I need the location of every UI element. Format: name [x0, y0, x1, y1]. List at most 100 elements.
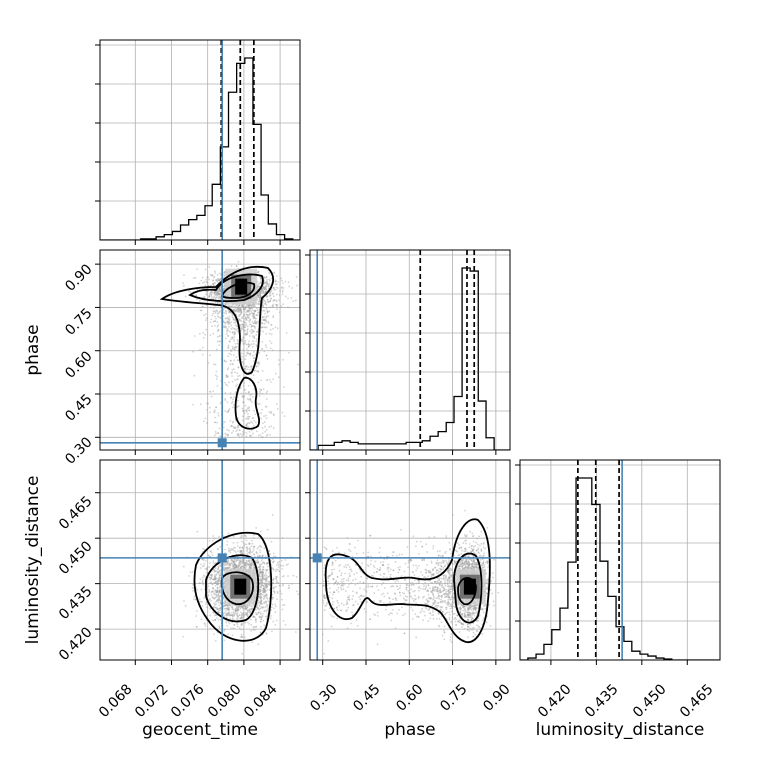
sample-point — [222, 564, 225, 567]
sample-point — [213, 276, 215, 279]
sample-point — [247, 304, 250, 307]
sample-point — [251, 345, 254, 348]
sample-point — [267, 315, 270, 317]
sample-point — [263, 309, 266, 312]
sample-point — [252, 357, 255, 359]
sample-point — [249, 399, 252, 402]
sample-point — [205, 319, 207, 322]
sample-point — [214, 324, 216, 327]
sample-point — [233, 566, 236, 569]
sample-point — [233, 321, 236, 324]
sample-point — [287, 587, 290, 590]
sample-point — [227, 607, 230, 610]
sample-point — [272, 413, 275, 416]
sample-point — [253, 566, 256, 569]
sample-point — [269, 617, 272, 620]
sample-point — [231, 347, 234, 350]
sample-point — [258, 563, 261, 566]
sample-point — [265, 285, 267, 288]
sample-point — [217, 609, 220, 612]
sample-point — [225, 604, 227, 607]
sample-point — [233, 308, 235, 311]
sample-point — [247, 413, 249, 415]
sample-point — [234, 307, 237, 309]
sample-point — [252, 615, 255, 618]
sample-point — [222, 561, 225, 564]
sample-point — [248, 307, 250, 310]
sample-point — [218, 597, 221, 600]
sample-point — [260, 347, 263, 350]
sample-point — [272, 315, 275, 317]
sample-point — [242, 615, 245, 618]
sample-point — [195, 294, 197, 297]
sample-point — [265, 276, 268, 279]
sample-point — [243, 342, 246, 345]
sample-point — [230, 321, 233, 323]
sample-point — [248, 313, 250, 316]
sample-point — [260, 579, 263, 582]
sample-point — [218, 293, 221, 296]
sample-point — [261, 578, 264, 581]
sample-point — [215, 573, 218, 575]
sample-point — [217, 592, 220, 595]
sample-point — [233, 604, 236, 607]
sample-point — [255, 320, 257, 323]
sample-point — [276, 568, 279, 571]
sample-point — [248, 566, 251, 569]
hist-bar — [478, 401, 486, 450]
sample-point — [239, 319, 242, 322]
sample-point — [212, 578, 215, 581]
sample-point — [227, 605, 229, 607]
sample-point — [217, 328, 220, 331]
sample-point — [245, 332, 248, 335]
sample-point — [245, 607, 248, 610]
sample-point — [245, 535, 247, 538]
sample-point — [214, 601, 217, 603]
sample-point — [266, 568, 269, 571]
sample-point — [233, 348, 236, 351]
sample-point — [246, 368, 249, 371]
sample-point — [261, 562, 264, 564]
sample-point — [281, 537, 284, 539]
sample-point — [234, 427, 236, 430]
sample-point — [229, 551, 232, 554]
sample-point — [261, 316, 264, 319]
sample-point — [227, 344, 230, 347]
sample-point — [258, 590, 261, 593]
sample-point — [257, 364, 260, 367]
sample-point — [273, 288, 276, 291]
sample-point — [244, 324, 246, 326]
sample-point — [259, 530, 262, 533]
sample-point — [222, 604, 225, 607]
sample-point — [235, 430, 238, 433]
sample-point — [217, 583, 220, 585]
sample-point — [253, 304, 256, 307]
sample-point — [193, 335, 196, 337]
sample-point — [218, 576, 221, 579]
sample-point — [260, 559, 263, 562]
sample-point — [214, 596, 217, 599]
sample-point — [252, 309, 254, 312]
sample-point — [249, 307, 252, 310]
sample-point — [264, 579, 267, 582]
hist-bar — [261, 195, 268, 240]
sample-point — [261, 603, 264, 605]
sample-point — [265, 354, 268, 357]
sample-point — [231, 560, 234, 563]
sample-point — [258, 565, 261, 568]
sample-point — [260, 435, 263, 438]
sample-point — [259, 277, 262, 279]
sample-point — [224, 604, 227, 607]
sample-point — [254, 310, 256, 313]
sample-point — [240, 327, 243, 330]
sample-point — [241, 415, 244, 418]
sample-point — [214, 430, 217, 433]
sample-point — [216, 302, 219, 305]
sample-point — [233, 560, 236, 563]
sample-point — [201, 576, 204, 579]
sample-point — [262, 570, 265, 573]
sample-point — [209, 390, 212, 393]
hist-bar — [486, 438, 494, 450]
sample-point — [248, 551, 251, 554]
